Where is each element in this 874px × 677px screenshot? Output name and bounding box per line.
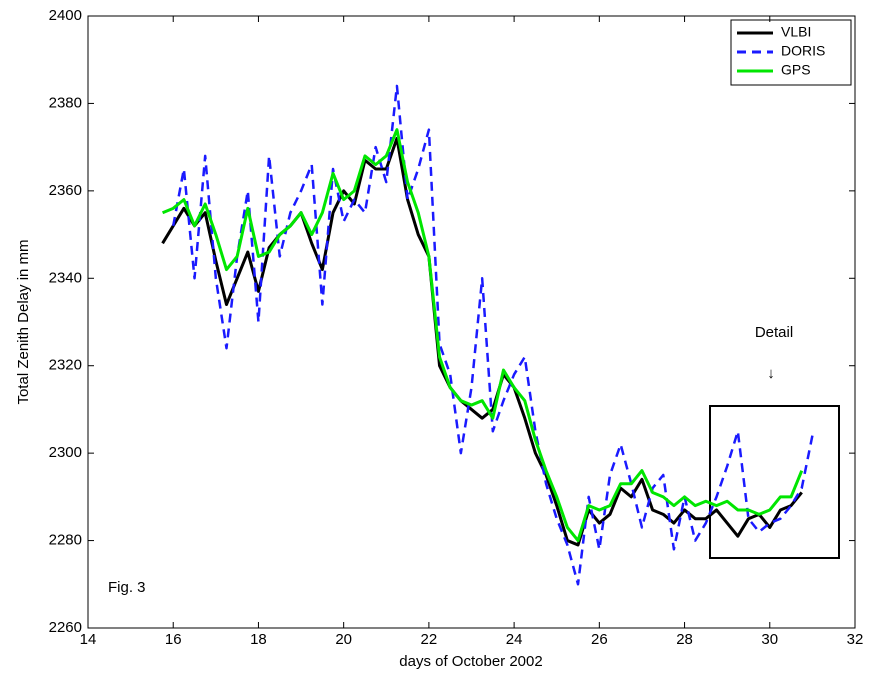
annotation: ↓ xyxy=(767,365,775,382)
detail-box xyxy=(709,405,840,559)
y-tick-label: 2300 xyxy=(49,444,82,461)
legend-label: GPS xyxy=(781,62,811,78)
y-tick-label: 2360 xyxy=(49,182,82,199)
y-tick-label: 2380 xyxy=(49,94,82,111)
plot-frame xyxy=(87,15,856,629)
x-tick-label: 14 xyxy=(80,631,97,648)
series-line xyxy=(161,136,803,547)
y-tick-label: 2280 xyxy=(49,532,82,549)
legend-label: DORIS xyxy=(781,43,825,59)
x-tick-label: 16 xyxy=(165,631,182,648)
x-tick-label: 28 xyxy=(676,631,693,648)
x-tick-label: 22 xyxy=(421,631,438,648)
legend-box xyxy=(730,19,852,86)
x-tick-label: 26 xyxy=(591,631,608,648)
annotation: Detail xyxy=(755,324,793,341)
x-axis-label: days of October 2002 xyxy=(399,653,542,670)
series-line xyxy=(171,84,814,586)
series-line xyxy=(161,128,804,543)
x-tick-label: 24 xyxy=(506,631,523,648)
annotation: Fig. 3 xyxy=(108,579,146,596)
y-tick-label: 2260 xyxy=(49,619,82,636)
x-tick-label: 30 xyxy=(761,631,778,648)
x-tick-label: 20 xyxy=(335,631,352,648)
y-tick-label: 2400 xyxy=(49,7,82,24)
y-tick-label: 2340 xyxy=(49,269,82,286)
y-tick-label: 2320 xyxy=(49,357,82,374)
x-tick-label: 32 xyxy=(847,631,864,648)
legend-label: VLBI xyxy=(781,24,811,40)
y-axis-label: Total Zenith Delay in mm xyxy=(15,239,32,404)
x-tick-label: 18 xyxy=(250,631,267,648)
